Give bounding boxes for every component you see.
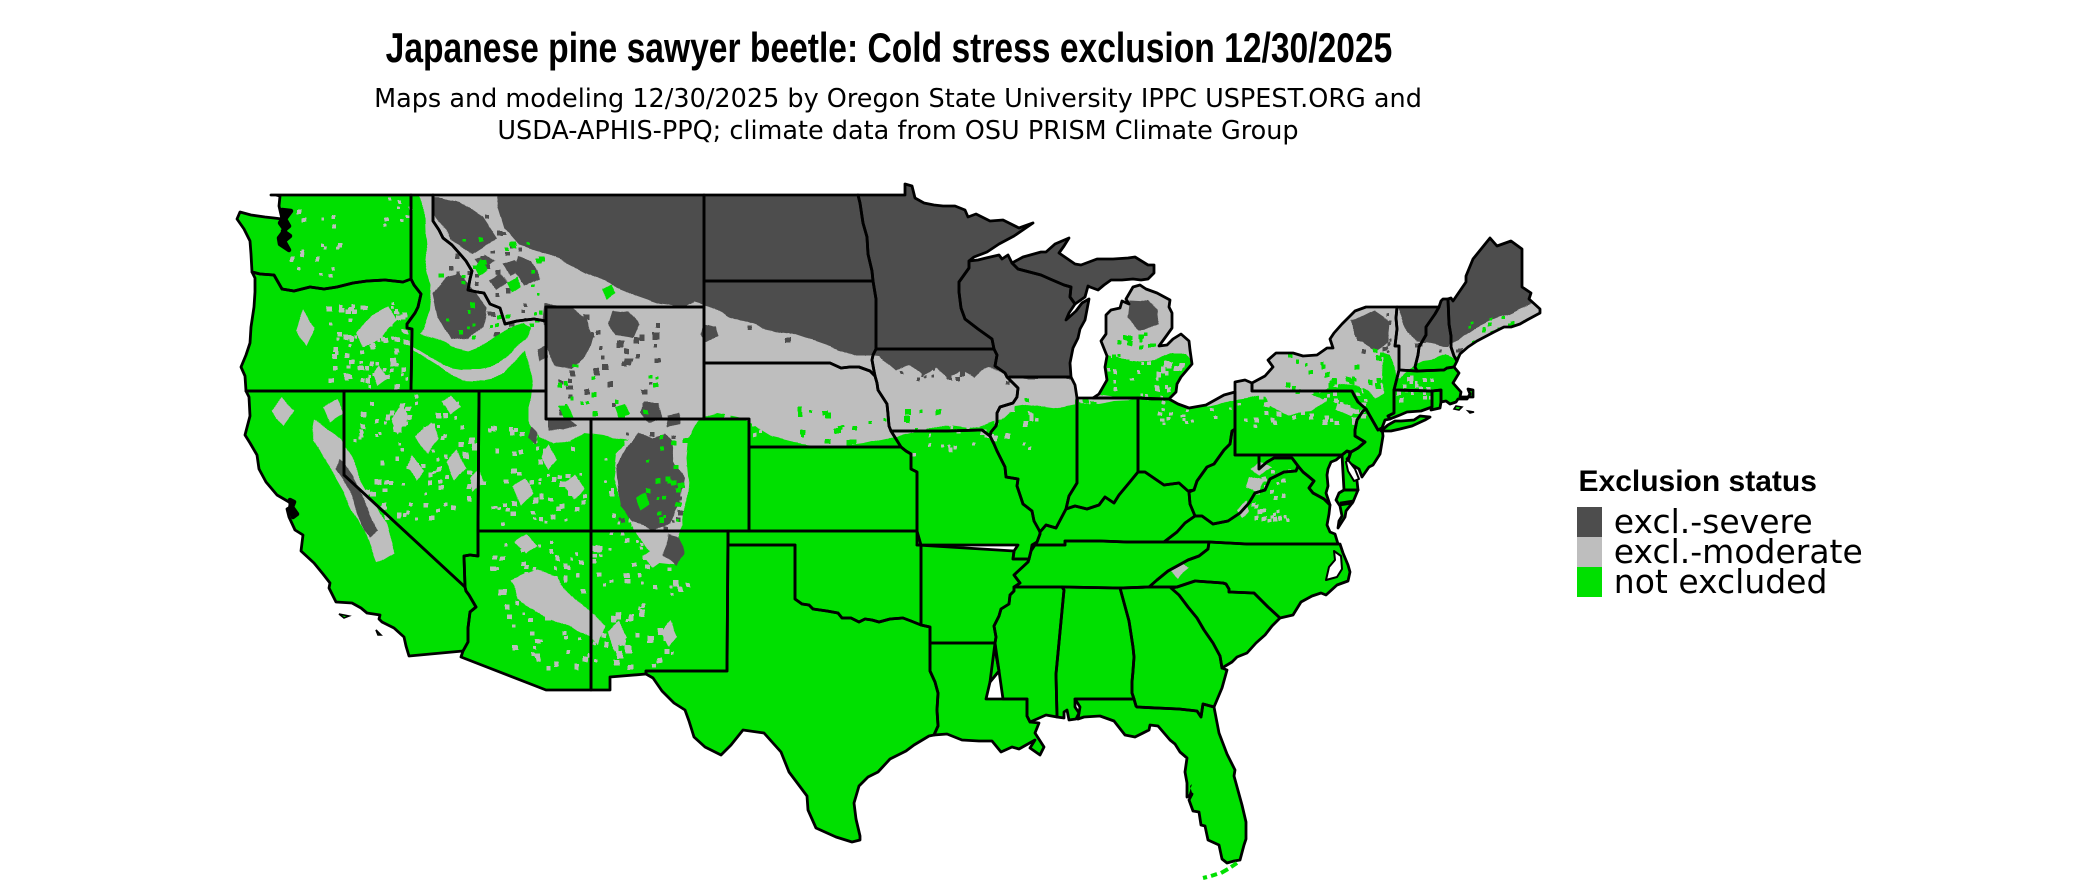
legend-label-severe: excl.-severe bbox=[1613, 502, 1813, 541]
state-vermont bbox=[1393, 305, 1441, 373]
legend-item-moderate: excl.-moderate bbox=[1576, 532, 1863, 571]
state-long-island bbox=[1379, 414, 1432, 433]
legend-label-moderate: excl.-moderate bbox=[1613, 532, 1863, 571]
state-texas bbox=[644, 529, 940, 844]
map-fill-green-patches bbox=[411, 235, 1535, 523]
state-louisiana bbox=[928, 641, 1046, 757]
legend-swatch-not-excluded bbox=[1576, 567, 1602, 597]
state-michigan-lower bbox=[1091, 283, 1194, 401]
legend-title: Exclusion status bbox=[1578, 465, 1817, 498]
state-michigan-upper bbox=[1010, 236, 1156, 306]
legend: Exclusion status excl.-severe excl.-mode… bbox=[1576, 465, 1863, 601]
legend-label-not-excluded: not excluded bbox=[1613, 562, 1828, 601]
state-south-carolina bbox=[1169, 579, 1282, 670]
state-maryland bbox=[1257, 453, 1344, 507]
state-florida bbox=[1073, 697, 1248, 865]
map-subtitle-line2: USDA-APHIS-PPQ; climate data from OSU PR… bbox=[497, 116, 1299, 146]
islands bbox=[338, 405, 1475, 636]
legend-item-severe: excl.-severe bbox=[1576, 502, 1863, 541]
coast-details bbox=[276, 207, 1360, 796]
map-subtitle: Maps and modeling 12/30/2025 by Oregon S… bbox=[9, 83, 1787, 147]
state-arizona bbox=[459, 529, 593, 692]
legend-rows: excl.-severe excl.-moderate not excluded bbox=[1576, 502, 1863, 601]
legend-item-not-excluded: not excluded bbox=[1576, 562, 1863, 601]
legend-swatch-severe bbox=[1576, 507, 1602, 537]
state-delmarva-peninsula bbox=[1334, 488, 1360, 530]
legend-swatch-moderate bbox=[1576, 537, 1602, 567]
state-borders bbox=[235, 182, 1542, 865]
state-connecticut bbox=[1386, 388, 1434, 421]
map-title: Japanese pine sawyer beetle: Cold stress… bbox=[385, 24, 1393, 71]
florida-keys bbox=[1202, 861, 1239, 880]
map-subtitle-line1: Maps and modeling 12/30/2025 by Oregon S… bbox=[374, 84, 1422, 114]
